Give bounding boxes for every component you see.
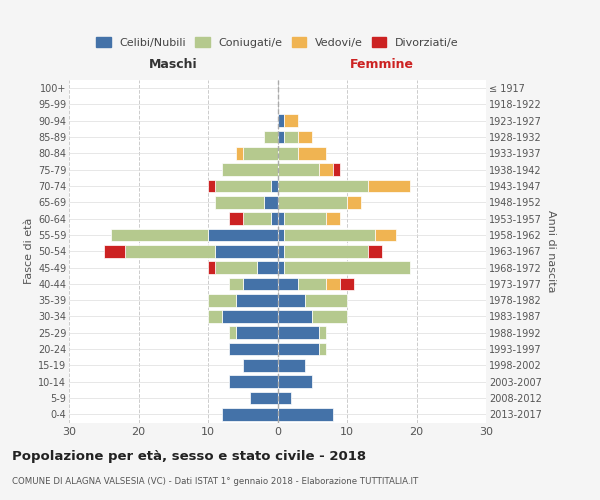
Bar [208,228,277,241]
Text: Popolazione per età, sesso e stato civile - 2018: Popolazione per età, sesso e stato civil… [12,450,366,463]
Bar [257,261,277,274]
Bar [326,278,340,290]
Bar [236,326,277,339]
Bar [243,359,277,372]
Bar [250,392,277,404]
Bar [229,212,243,225]
Bar [277,114,284,127]
Bar [271,180,277,192]
Bar [319,326,326,339]
Bar [368,180,410,192]
Bar [236,147,243,160]
Bar [277,180,368,192]
Bar [333,164,340,176]
Bar [298,130,312,143]
Bar [277,278,298,290]
Bar [277,212,284,225]
Bar [368,245,382,258]
Bar [277,196,347,208]
Bar [277,147,298,160]
Bar [277,261,284,274]
Text: Femmine: Femmine [350,58,414,71]
Bar [277,408,333,420]
Bar [277,376,312,388]
Bar [243,147,277,160]
Bar [229,376,277,388]
Bar [208,294,236,306]
Bar [284,114,298,127]
Bar [222,310,277,323]
Bar [277,342,319,355]
Bar [271,212,277,225]
Bar [284,261,410,274]
Bar [263,130,277,143]
Y-axis label: Fasce di età: Fasce di età [23,218,34,284]
Bar [326,212,340,225]
Bar [319,164,333,176]
Y-axis label: Anni di nascita: Anni di nascita [546,210,556,292]
Bar [312,310,347,323]
Bar [375,228,395,241]
Bar [347,196,361,208]
Bar [284,130,298,143]
Bar [284,228,375,241]
Bar [277,294,305,306]
Bar [277,310,312,323]
Bar [229,342,277,355]
Bar [229,326,236,339]
Bar [340,278,354,290]
Legend: Celibi/Nubili, Coniugati/e, Vedovi/e, Divorziati/e: Celibi/Nubili, Coniugati/e, Vedovi/e, Di… [92,32,463,52]
Bar [298,147,326,160]
Bar [284,245,368,258]
Bar [305,294,347,306]
Bar [215,245,277,258]
Text: COMUNE DI ALAGNA VALSESIA (VC) - Dati ISTAT 1° gennaio 2018 - Elaborazione TUTTI: COMUNE DI ALAGNA VALSESIA (VC) - Dati IS… [12,478,418,486]
Bar [236,294,277,306]
Bar [319,342,326,355]
Text: Maschi: Maschi [149,58,197,71]
Bar [111,228,208,241]
Bar [277,392,292,404]
Bar [125,245,215,258]
Bar [298,278,326,290]
Bar [222,164,277,176]
Bar [277,130,284,143]
Bar [208,310,222,323]
Bar [263,196,277,208]
Bar [215,180,271,192]
Bar [243,278,277,290]
Bar [243,212,271,225]
Bar [215,261,257,274]
Bar [229,278,243,290]
Bar [277,359,305,372]
Bar [277,228,284,241]
Bar [277,245,284,258]
Bar [104,245,125,258]
Bar [222,408,277,420]
Bar [208,180,215,192]
Bar [277,326,319,339]
Bar [215,196,263,208]
Bar [277,164,319,176]
Bar [208,261,215,274]
Bar [284,212,326,225]
